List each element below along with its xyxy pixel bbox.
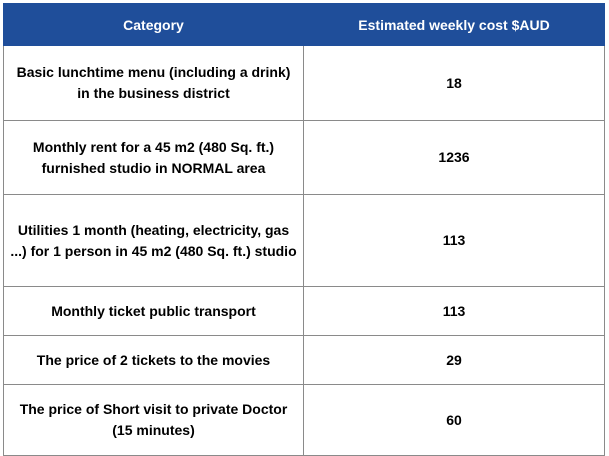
category-cell: Monthly ticket public transport: [3, 286, 304, 336]
cost-cell: 1236: [303, 120, 605, 195]
cost-of-living-table: Category Estimated weekly cost $AUD Basi…: [3, 3, 605, 456]
table-row: The price of 2 tickets to the movies 29: [3, 335, 605, 385]
category-cell: The price of Short visit to private Doct…: [3, 384, 304, 456]
cost-cell: 18: [303, 45, 605, 121]
cost-cell: 29: [303, 335, 605, 385]
category-cell: The price of 2 tickets to the movies: [3, 335, 304, 385]
table-header-row: Category Estimated weekly cost $AUD: [3, 3, 605, 46]
header-category: Category: [3, 3, 304, 46]
table-row: Monthly rent for a 45 m2 (480 Sq. ft.) f…: [3, 120, 605, 195]
cost-cell: 113: [303, 286, 605, 336]
category-cell: Basic lunchtime menu (including a drink)…: [3, 45, 304, 121]
category-cell: Utilities 1 month (heating, electricity,…: [3, 194, 304, 287]
table-row: Monthly ticket public transport 113: [3, 286, 605, 336]
cost-cell: 60: [303, 384, 605, 456]
table-row: Utilities 1 month (heating, electricity,…: [3, 194, 605, 287]
header-estimated-weekly-cost: Estimated weekly cost $AUD: [303, 3, 605, 46]
category-cell: Monthly rent for a 45 m2 (480 Sq. ft.) f…: [3, 120, 304, 195]
cost-cell: 113: [303, 194, 605, 287]
table-row: Basic lunchtime menu (including a drink)…: [3, 45, 605, 121]
table-row: The price of Short visit to private Doct…: [3, 384, 605, 456]
